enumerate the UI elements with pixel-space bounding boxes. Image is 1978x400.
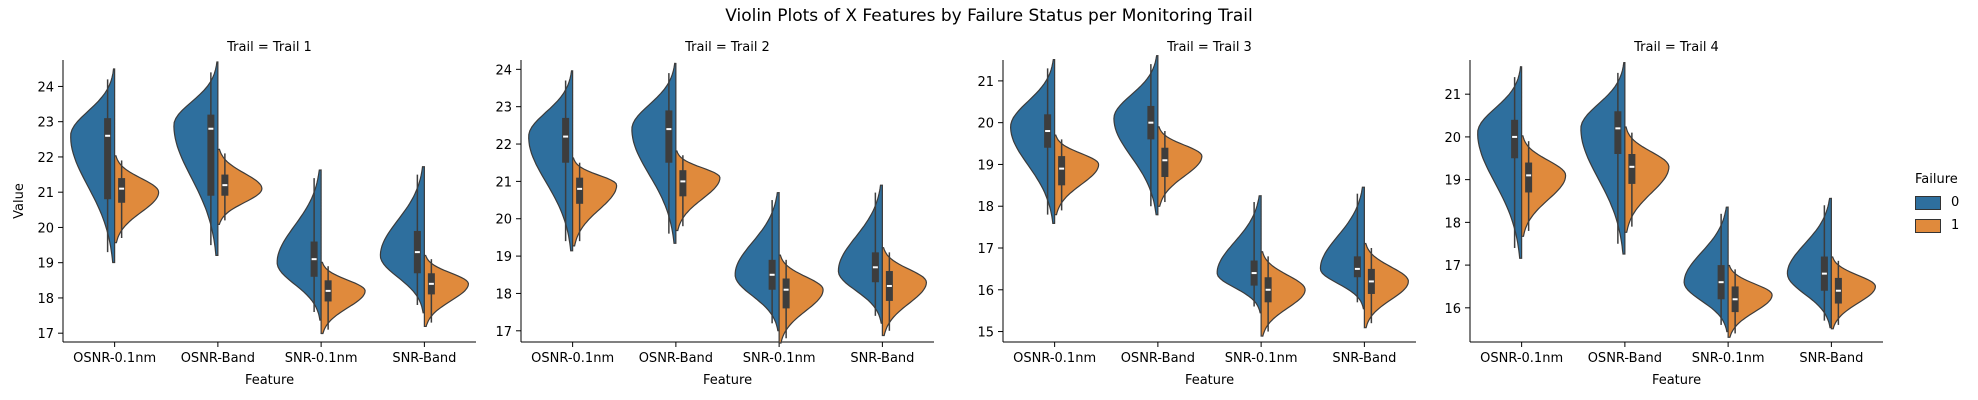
y-tick-label: 18	[977, 200, 994, 215]
y-tick-label: 23	[37, 116, 54, 131]
y-tick-label: 22	[495, 138, 512, 153]
x-tick-label: SNR-Band	[850, 351, 914, 366]
x-tick-label: SNR-0.1nm	[1225, 351, 1298, 366]
y-tick-label: 21	[977, 75, 994, 90]
panel-title: Trail = Trail 1	[226, 40, 312, 55]
legend-item-0: 0	[1915, 195, 1959, 210]
x-tick-label: OSNR-Band	[639, 351, 713, 366]
x-tick-label: SNR-Band	[1799, 351, 1863, 366]
y-tick-label: 17	[37, 327, 54, 342]
legend-item-1: 1	[1915, 218, 1959, 233]
violin-half-failure-1	[1363, 242, 1409, 329]
y-tick-label: 19	[977, 158, 994, 173]
y-tick-label: 20	[977, 117, 994, 132]
y-tick-label: 21	[1444, 88, 1461, 103]
iqr-box	[562, 117, 570, 163]
y-tick-label: 15	[977, 326, 994, 341]
x-tick-label: SNR-Band	[1332, 351, 1396, 366]
y-tick-label: 22	[37, 151, 54, 166]
violin-half-failure-0	[1216, 195, 1262, 314]
iqr-box	[118, 178, 126, 203]
y-tick-label: 18	[37, 292, 54, 307]
iqr-box	[1161, 147, 1169, 177]
legend-title: Failure	[1915, 172, 1958, 187]
y-tick-label: 17	[977, 242, 994, 257]
violin-half-failure-1	[114, 155, 160, 244]
x-tick-label: OSNR-0.1nm	[1013, 351, 1096, 366]
y-tick-label: 17	[495, 325, 512, 340]
violin-half-failure-1	[1727, 264, 1773, 338]
iqr-box	[576, 177, 584, 204]
x-tick-label: SNR-0.1nm	[285, 351, 358, 366]
panel-title: Trail = Trail 4	[1633, 40, 1719, 55]
iqr-box	[1525, 162, 1533, 193]
y-tick-label: 24	[37, 80, 54, 95]
y-axis-label: Value	[12, 183, 27, 219]
panel-trail-3: Trail = Trail 3 15 16 17 18 19 20 21 Feature OSNR…	[977, 40, 1416, 388]
legend: Failure 0 1	[1915, 172, 1959, 241]
iqr-box	[782, 278, 790, 309]
violin-half-failure-1	[1260, 251, 1306, 337]
iqr-box	[665, 110, 673, 163]
x-axis-label: Feature	[245, 373, 294, 388]
x-tick-label: OSNR-0.1nm	[1480, 351, 1563, 366]
iqr-box	[207, 114, 215, 196]
iqr-box	[679, 170, 687, 197]
panel-trail-1: Trail = Trail 1 17 18 19 20 21 22 23 24 Feature Va…	[12, 40, 476, 388]
iqr-box	[1511, 119, 1519, 159]
y-tick-label: 20	[495, 213, 512, 228]
panel-trail-4: Trail = Trail 4 16 17 18 19 20 21 Feature OSNR-0…	[1444, 40, 1883, 388]
violin-half-failure-0	[1319, 186, 1365, 310]
y-tick-label: 23	[495, 101, 512, 116]
y-tick-label: 17	[1444, 259, 1461, 274]
legend-swatch-0	[1915, 195, 1941, 210]
x-tick-label: OSNR-0.1nm	[531, 351, 614, 366]
iqr-box	[104, 118, 112, 200]
x-tick-label: SNR-0.1nm	[743, 351, 816, 366]
x-tick-label: OSNR-0.1nm	[73, 351, 156, 366]
y-tick-label: 24	[495, 63, 512, 78]
legend-label-1: 1	[1951, 218, 1960, 233]
iqr-box	[1058, 156, 1066, 186]
panel-trail-2: Trail = Trail 2 17 18 19 20 21 22 23 24 Feature OS…	[495, 40, 934, 388]
y-tick-label: 21	[37, 186, 54, 201]
x-tick-label: SNR-0.1nm	[1692, 351, 1765, 366]
violin-half-failure-0	[1009, 58, 1056, 225]
panel-title: Trail = Trail 3	[1166, 40, 1252, 55]
y-tick-label: 18	[1444, 216, 1461, 231]
panel-title: Trail = Trail 2	[684, 40, 770, 55]
x-axis-label: Feature	[1652, 373, 1701, 388]
y-tick-label: 20	[37, 221, 54, 236]
iqr-box	[1353, 256, 1361, 278]
y-tick-label: 16	[977, 284, 994, 299]
y-tick-label: 21	[495, 175, 512, 190]
violin-half-failure-1	[1830, 256, 1877, 330]
iqr-box	[1628, 154, 1636, 184]
x-tick-label: OSNR-Band	[1121, 351, 1195, 366]
x-tick-label: OSNR-Band	[181, 351, 255, 366]
y-tick-label: 18	[495, 287, 512, 302]
y-tick-label: 19	[37, 257, 54, 272]
legend-label-0: 0	[1951, 195, 1960, 210]
y-tick-label: 16	[1444, 302, 1461, 317]
x-axis-label: Feature	[1185, 373, 1234, 388]
legend-swatch-1	[1915, 218, 1941, 233]
iqr-box	[1614, 111, 1622, 154]
x-tick-label: SNR-Band	[392, 351, 456, 366]
x-axis-label: Feature	[703, 373, 752, 388]
y-tick-label: 19	[495, 250, 512, 265]
y-tick-label: 19	[1444, 174, 1461, 189]
y-tick-label: 20	[1444, 131, 1461, 146]
figure-title: Violin Plots of X Features by Failure St…	[725, 6, 1253, 26]
x-tick-label: OSNR-Band	[1588, 351, 1662, 366]
